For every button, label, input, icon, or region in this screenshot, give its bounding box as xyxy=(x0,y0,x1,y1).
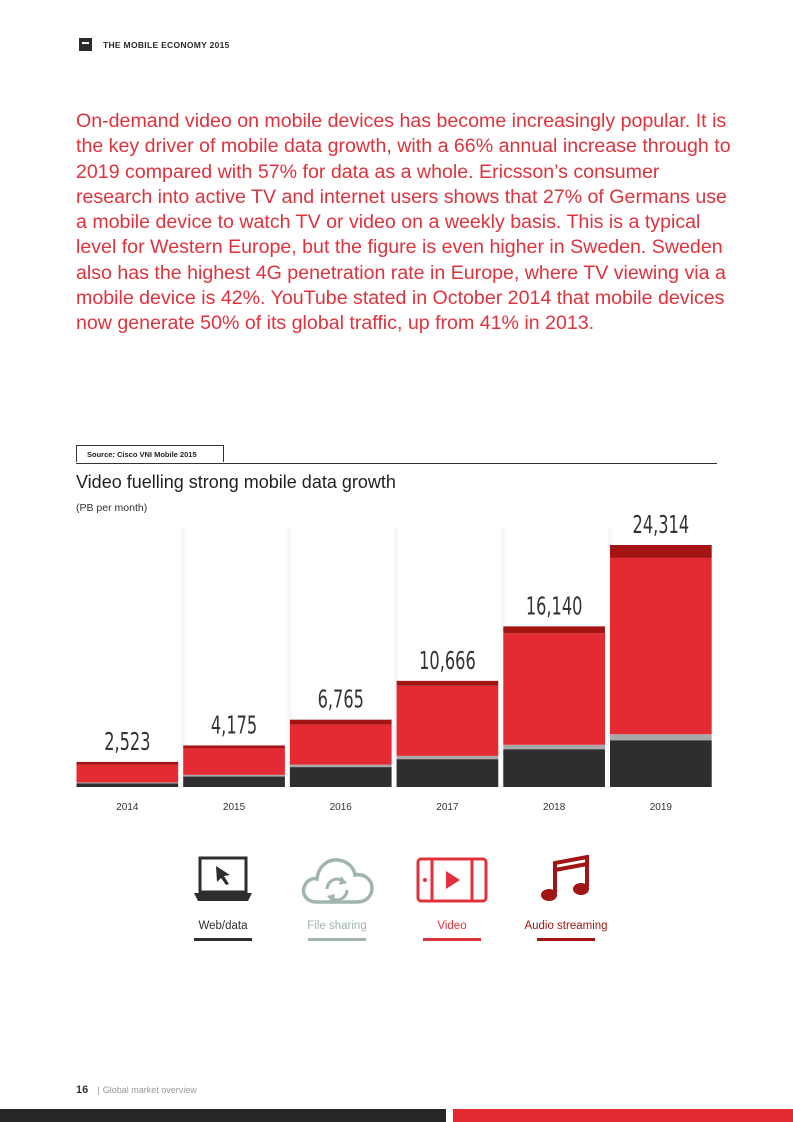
x-tick-label-2015: 2015 xyxy=(223,802,246,813)
column-divider xyxy=(394,528,399,787)
footer-separator: | xyxy=(97,1085,100,1095)
bar-segment-video-2019 xyxy=(610,557,712,735)
bar-segment-web-data-2017 xyxy=(396,759,499,787)
x-tick-label-2014: 2014 xyxy=(116,802,139,813)
bar-segment-audio-streaming-2014 xyxy=(76,761,179,765)
bar-segment-file-sharing-2017 xyxy=(396,755,499,760)
footer-bar-red xyxy=(453,1109,793,1122)
total-label-2014: 2,523 xyxy=(104,728,150,757)
legend-label: Web/data xyxy=(198,920,248,932)
bar-segment-audio-streaming-2015 xyxy=(183,745,285,749)
video-player-icon xyxy=(407,850,497,910)
bar-segment-web-data-2015 xyxy=(183,776,285,787)
column-divider xyxy=(500,528,505,787)
cloud-sync-icon xyxy=(292,850,382,910)
bar-segment-audio-streaming-2016 xyxy=(289,719,392,725)
source-label: Source: Cisco VNI Mobile 2015 xyxy=(76,445,224,462)
page-footer: 16 | Global market overview xyxy=(76,1084,197,1096)
chart-title: Video fuelling strong mobile data growth xyxy=(76,472,396,492)
bar-segment-video-2017 xyxy=(396,685,499,756)
legend-item-audio-streaming: Audio streaming xyxy=(521,850,611,941)
legend-item-web-data: Web/data xyxy=(178,850,268,941)
bar-segment-file-sharing-2014 xyxy=(76,782,179,784)
total-label-2018: 16,140 xyxy=(526,593,583,622)
bar-segment-audio-streaming-2019 xyxy=(610,545,712,558)
column-divider xyxy=(287,528,292,787)
legend-underline xyxy=(308,938,366,941)
laptop-cursor-icon xyxy=(178,850,268,910)
total-label-2015: 4,175 xyxy=(211,712,257,741)
column-divider xyxy=(607,528,612,787)
x-tick-label-2018: 2018 xyxy=(543,802,566,813)
section-name: Global market overview xyxy=(102,1085,197,1095)
bar-segment-file-sharing-2016 xyxy=(289,764,392,768)
page-header: THE MOBILE ECONOMY 2015 xyxy=(79,38,230,51)
bar-segment-web-data-2019 xyxy=(610,740,712,787)
legend-underline xyxy=(537,938,595,941)
page-number: 16 xyxy=(76,1084,89,1096)
total-label-2016: 6,765 xyxy=(318,686,364,715)
stacked-bar-chart: 2,523 2014 4,175 2015 6,765 2016 10,666 2017 16,… xyxy=(76,511,712,813)
bar-segment-file-sharing-2018 xyxy=(503,744,605,750)
column-divider xyxy=(180,528,185,787)
music-note-icon xyxy=(521,850,611,910)
bar-segment-file-sharing-2019 xyxy=(610,734,712,741)
legend-label: Audio streaming xyxy=(524,920,608,932)
bar-segment-video-2015 xyxy=(183,748,285,775)
chart-subtitle: (PB per month) xyxy=(76,502,148,514)
bar-segment-file-sharing-2015 xyxy=(183,774,285,777)
total-label-2017: 10,666 xyxy=(419,647,476,676)
x-tick-label-2019: 2019 xyxy=(650,802,673,813)
bar-segment-web-data-2016 xyxy=(289,767,392,787)
legend-item-file-sharing: File sharing xyxy=(292,850,382,941)
x-tick-label-2017: 2017 xyxy=(436,802,459,813)
footer-bar-dark xyxy=(0,1109,446,1122)
legend-label: Video xyxy=(437,920,467,932)
x-tick-label-2016: 2016 xyxy=(330,802,353,813)
bar-segment-audio-streaming-2017 xyxy=(396,680,499,686)
bar-segment-web-data-2014 xyxy=(76,783,179,787)
total-label-2019: 24,314 xyxy=(633,511,690,540)
bar-segment-audio-streaming-2018 xyxy=(503,626,605,634)
intro-paragraph: On-demand video on mobile devices has be… xyxy=(76,110,731,335)
bar-segment-web-data-2018 xyxy=(503,749,605,787)
legend-underline xyxy=(194,938,252,941)
legend-item-video: Video xyxy=(407,850,497,941)
legend-label: File sharing xyxy=(307,920,367,932)
bar-segment-video-2014 xyxy=(76,764,179,783)
bar-segment-video-2018 xyxy=(503,633,605,745)
bar-segment-video-2016 xyxy=(289,724,392,765)
source-rule: Source: Cisco VNI Mobile 2015 xyxy=(76,445,717,464)
header-title: THE MOBILE ECONOMY 2015 xyxy=(103,39,230,50)
gsma-logo-icon xyxy=(79,38,92,51)
legend-underline xyxy=(423,938,481,941)
